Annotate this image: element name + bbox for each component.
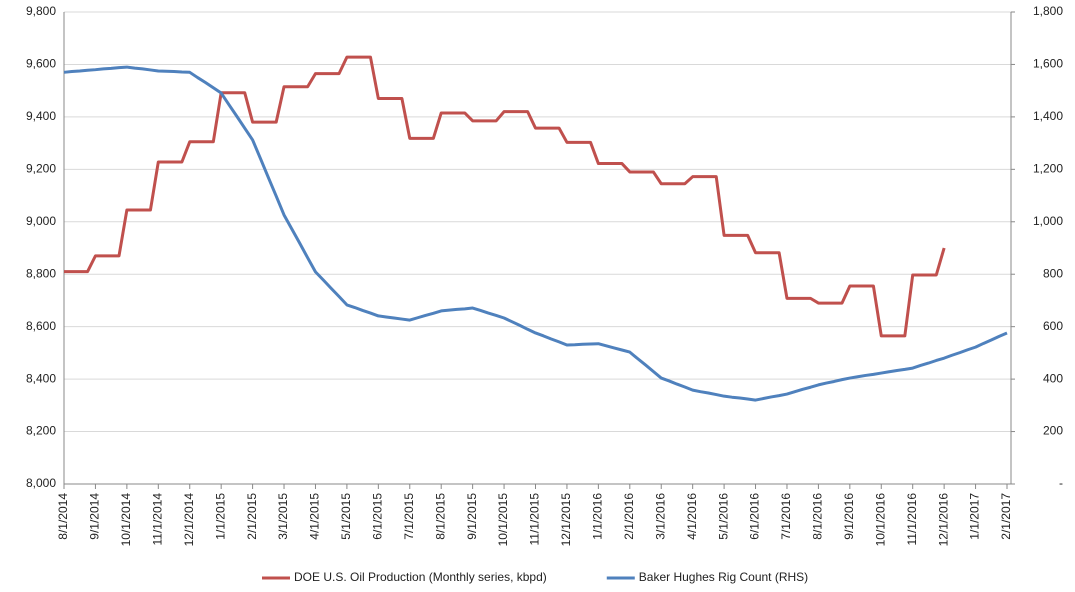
x-tick-label: 11/1/2014 (150, 493, 164, 546)
x-tick-label: 11/1/2015 (528, 493, 542, 546)
y-tick-label: 9,200 (26, 162, 56, 176)
x-tick-label: 2/1/2015 (245, 493, 259, 540)
series-line (64, 55, 946, 338)
legend-label: Baker Hughes Rig Count (RHS) (639, 570, 808, 584)
x-tick-label: 9/1/2014 (88, 493, 102, 540)
y-tick-label: 8,400 (26, 371, 56, 385)
y2-tick-label: 600 (1043, 319, 1063, 333)
x-tick-label: 1/1/2017 (968, 493, 982, 540)
x-tick-label: 5/1/2015 (339, 493, 353, 540)
x-tick-label: 6/1/2016 (748, 493, 762, 540)
x-tick-label: 2/1/2016 (622, 493, 636, 540)
x-tick-label: 8/1/2016 (811, 493, 825, 540)
x-tick-label: 12/1/2014 (182, 493, 196, 547)
x-tick-label: 10/1/2015 (496, 493, 510, 547)
y-tick-label: 8,000 (26, 476, 56, 490)
x-tick-label: 7/1/2015 (402, 493, 416, 540)
x-tick-label: 3/1/2015 (276, 493, 290, 540)
x-tick-label: 12/1/2015 (559, 493, 573, 547)
y-tick-label: 9,400 (26, 109, 56, 123)
y2-tick-label: 1,000 (1033, 214, 1063, 228)
legend-label: DOE U.S. Oil Production (Monthly series,… (294, 570, 547, 584)
x-tick-label: 10/1/2016 (873, 493, 887, 547)
x-tick-label: 7/1/2016 (779, 493, 793, 540)
y2-tick-label: 1,200 (1033, 162, 1063, 176)
x-tick-label: 9/1/2015 (465, 493, 479, 540)
x-tick-label: 8/1/2014 (56, 493, 70, 540)
y-tick-label: 8,600 (26, 319, 56, 333)
x-tick-label: 1/1/2015 (213, 493, 227, 540)
y2-tick-label: 1,800 (1033, 4, 1063, 18)
y-tick-label: 9,600 (26, 57, 56, 71)
y2-tick-label: 200 (1043, 424, 1063, 438)
x-tick-label: 1/1/2016 (591, 493, 605, 540)
x-tick-label: 5/1/2016 (716, 493, 730, 540)
x-tick-label: 4/1/2016 (685, 493, 699, 540)
y-tick-label: 9,800 (26, 4, 56, 18)
y-tick-label: 9,000 (26, 214, 56, 228)
x-tick-label: 4/1/2015 (308, 493, 322, 540)
y2-tick-label: 400 (1043, 371, 1063, 385)
y2-tick-label: 1,400 (1033, 109, 1063, 123)
y-tick-label: 8,800 (26, 266, 56, 280)
x-tick-label: 8/1/2015 (433, 493, 447, 540)
x-tick-label: 10/1/2014 (119, 493, 133, 547)
y-tick-label: 8,200 (26, 424, 56, 438)
y2-tick-label: - (1059, 476, 1063, 490)
y2-tick-label: 1,600 (1033, 57, 1063, 71)
x-tick-label: 11/1/2016 (905, 493, 919, 546)
x-tick-label: 3/1/2016 (653, 493, 667, 540)
x-tick-label: 12/1/2016 (936, 493, 950, 547)
x-tick-label: 9/1/2016 (842, 493, 856, 540)
y2-tick-label: 800 (1043, 266, 1063, 280)
series-line (63, 65, 1008, 402)
x-tick-label: 6/1/2015 (371, 493, 385, 540)
x-tick-label: 2/1/2017 (999, 493, 1013, 540)
